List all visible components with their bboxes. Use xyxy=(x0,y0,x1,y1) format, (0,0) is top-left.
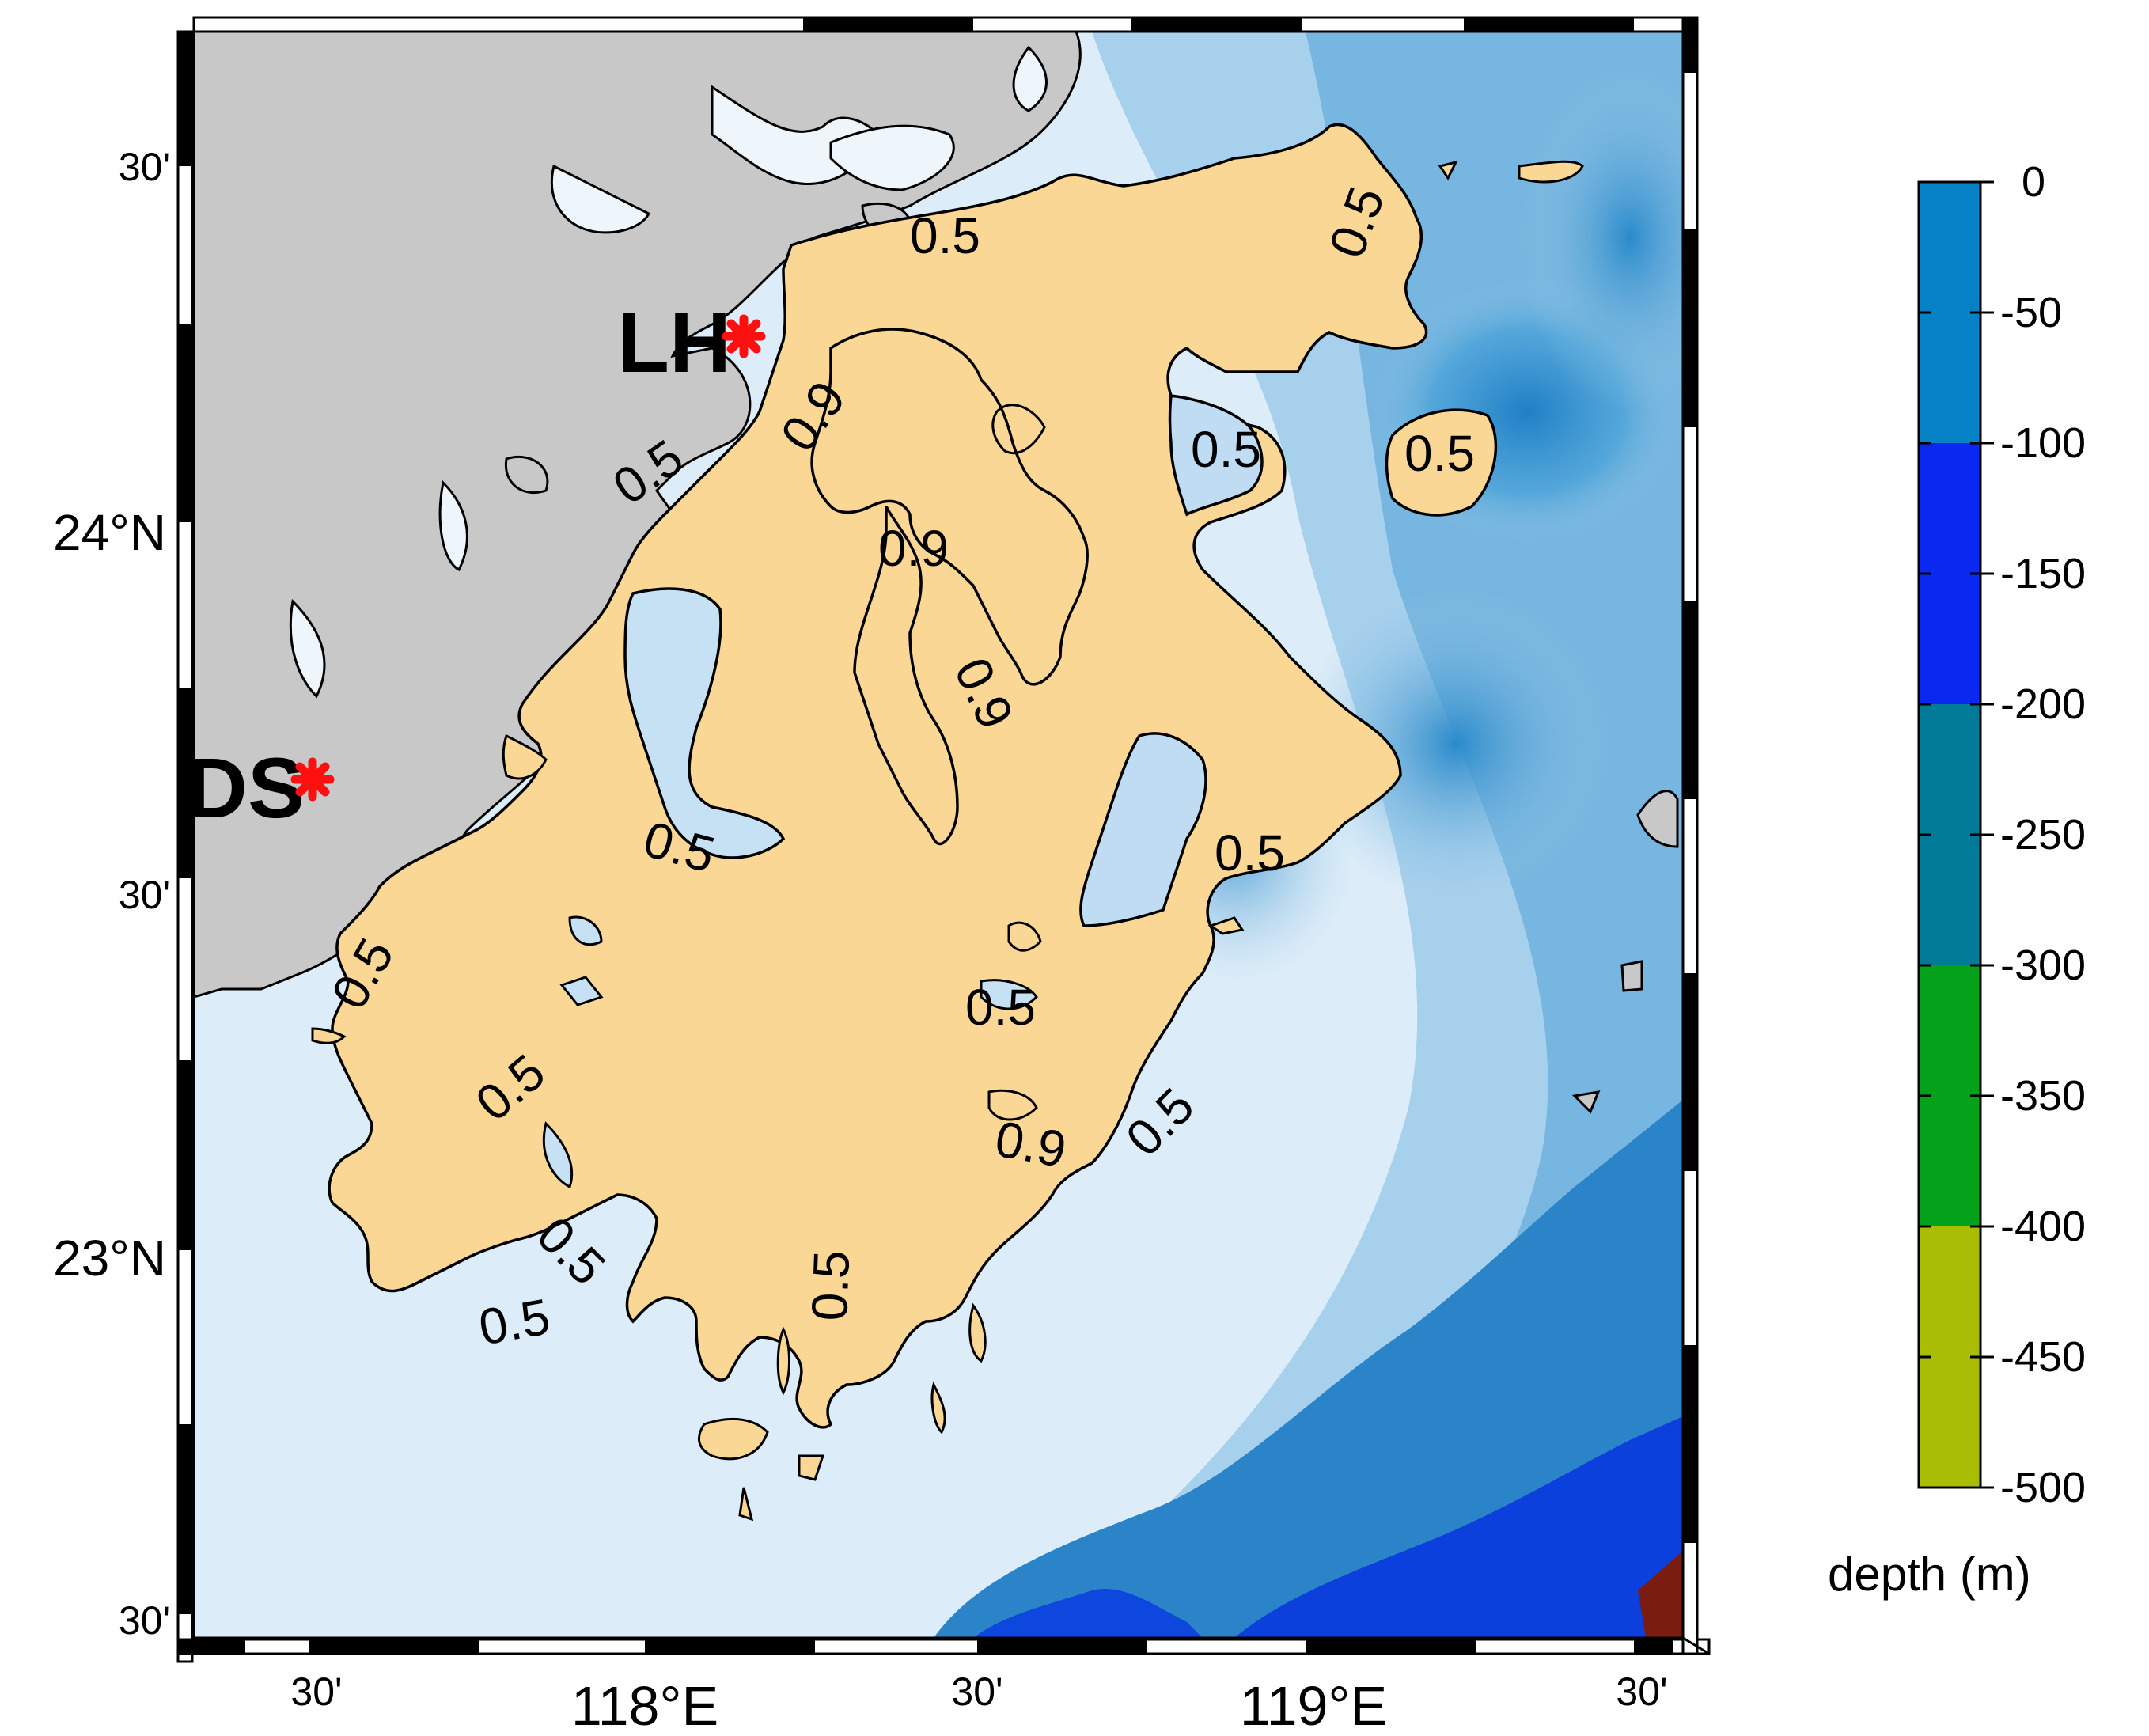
colorbar-tick: -100 xyxy=(2000,419,2086,467)
colorbar-tick: -200 xyxy=(2000,680,2086,728)
lat-tick: 30' xyxy=(119,145,170,189)
colorbar-tick: -300 xyxy=(2000,942,2086,989)
sea-abyss-core xyxy=(1234,1416,1683,1638)
contour-label: 0.5 xyxy=(1191,421,1261,478)
lon-tick: 30' xyxy=(951,1670,1002,1714)
contour-label: 0.5 xyxy=(475,1287,554,1355)
colorbar-tick: -150 xyxy=(2000,550,2086,597)
colorbar-tick: -50 xyxy=(2000,289,2062,336)
colorbar-tick: -250 xyxy=(2000,811,2086,859)
lat-tick: 30' xyxy=(119,873,170,917)
map-frame xyxy=(176,16,1711,1663)
colorbar-title: depth (m) xyxy=(1828,1548,2031,1601)
lon-tick: 30' xyxy=(290,1670,342,1714)
map-area: 0.5 0.5 0.9 0.5 0.5 0.5 0.9 0.9 0.5 0.5 … xyxy=(194,32,1683,1638)
station-LH: LH xyxy=(617,294,766,390)
contour-label: 0.5 xyxy=(801,1249,860,1321)
station-label: LH xyxy=(617,294,731,390)
lat-tick: 30' xyxy=(119,1598,170,1643)
lat-axis: 30' 24°N 30' 23°N 30' xyxy=(53,145,170,1643)
region-above-0.5 xyxy=(328,123,1428,1429)
lon-axis: 30' 118°E 30' 119°E 30' xyxy=(290,1670,1667,1736)
contour-label: 0.5 xyxy=(1404,425,1475,482)
colorbar-tick: -350 xyxy=(2000,1072,2086,1120)
lat-tick: 23°N xyxy=(53,1230,166,1287)
sea-abyss xyxy=(934,1100,1683,1638)
lon-tick: 118°E xyxy=(571,1675,718,1736)
lat-tick: 24°N xyxy=(53,504,166,561)
contour-label: 0.9 xyxy=(878,520,949,577)
land-mainland xyxy=(194,32,1082,999)
colorbar-tick: -500 xyxy=(2000,1464,2086,1511)
contour-label: 0.5 xyxy=(1215,824,1285,881)
station-DS: DS xyxy=(186,740,335,836)
lon-tick: 30' xyxy=(1616,1670,1667,1714)
contour-label: 0.9 xyxy=(991,1110,1071,1178)
colorbar-tick: -400 xyxy=(2000,1203,2086,1250)
depth-colorbar: 0 -50 -100 -150 -200 -250 -300 -350 -400… xyxy=(1828,158,2086,1601)
contour-label: 0.5 xyxy=(965,979,1036,1036)
colorbar-tick: -450 xyxy=(2000,1333,2086,1381)
station-marker-icon xyxy=(722,314,766,358)
lon-tick: 119°E xyxy=(1240,1675,1387,1736)
station-label: DS xyxy=(186,740,305,836)
station-marker-icon xyxy=(290,757,335,802)
contour-label: 0.5 xyxy=(910,207,980,264)
colorbar-tick: 0 xyxy=(2022,158,2045,206)
